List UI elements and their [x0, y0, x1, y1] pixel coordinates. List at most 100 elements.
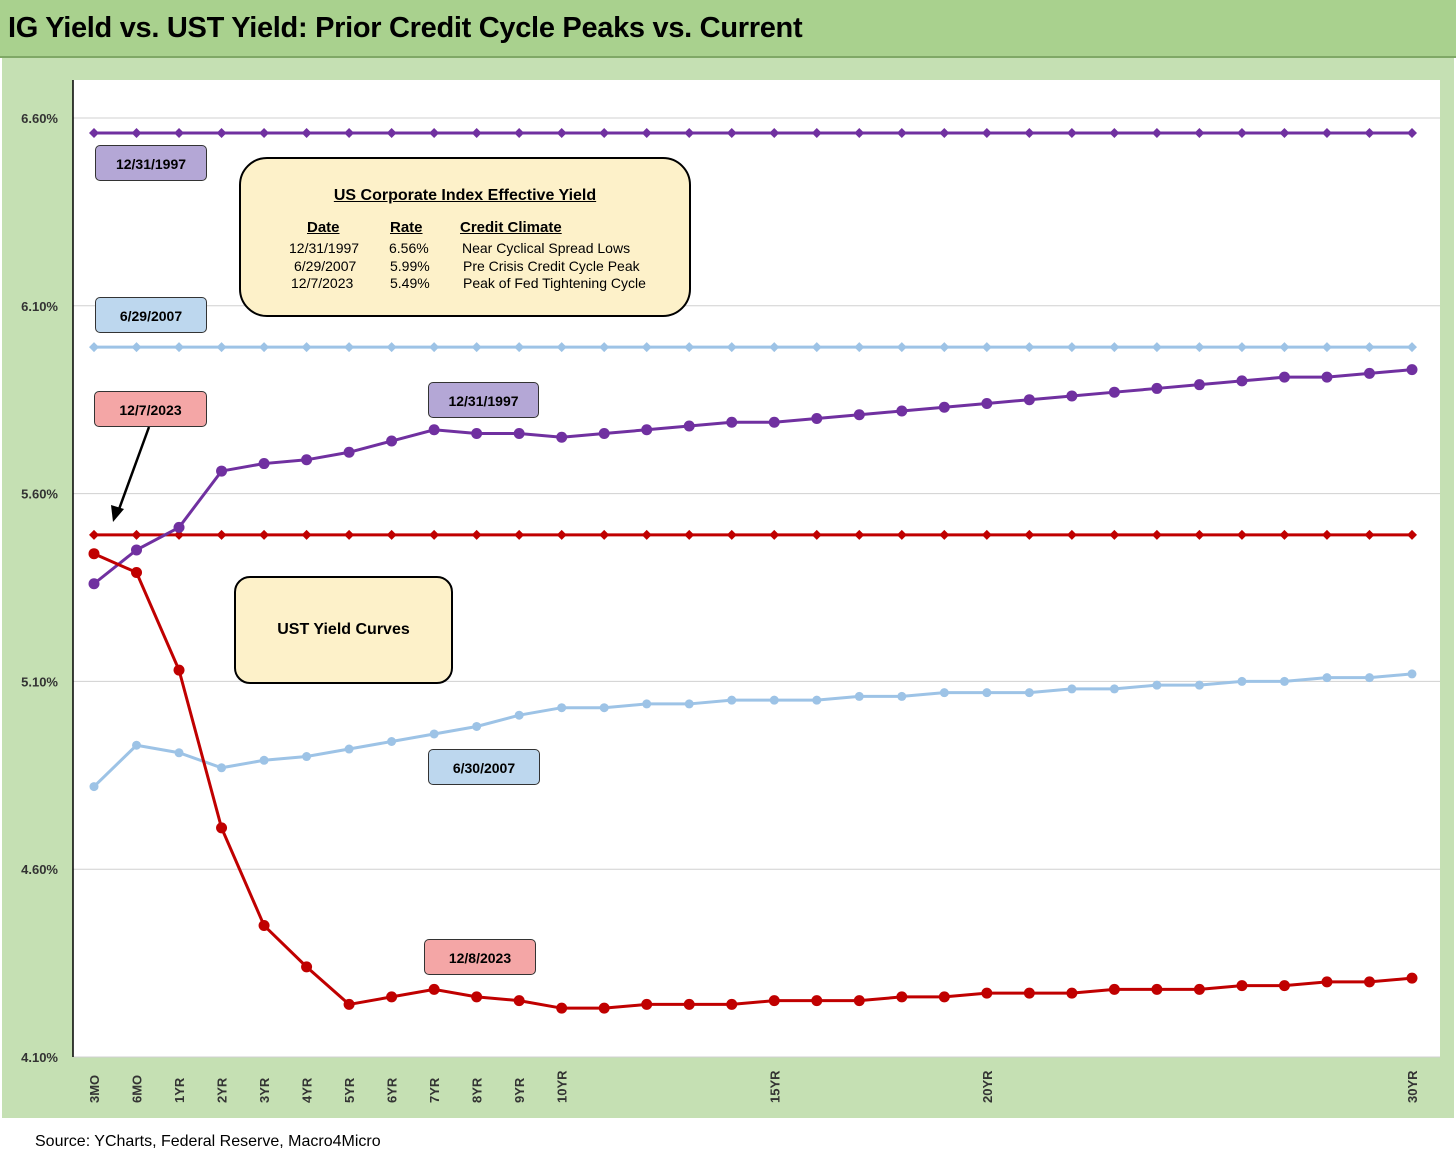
data-point-diamond — [89, 529, 99, 540]
data-point-circle — [853, 995, 865, 1007]
data-point-circle — [1193, 379, 1205, 391]
data-point-diamond — [896, 529, 907, 540]
data-point-diamond — [344, 128, 355, 139]
data-point-circle — [854, 691, 864, 701]
data-point-diamond — [939, 128, 950, 139]
data-point-circle — [1279, 676, 1289, 686]
data-point-diamond — [939, 529, 950, 540]
series-line-ust — [93, 552, 1413, 1010]
data-point-circle — [387, 736, 397, 746]
data-point-circle — [641, 998, 653, 1010]
data-point-circle — [1278, 980, 1290, 992]
data-point-circle — [1152, 680, 1162, 690]
data-point-circle — [131, 566, 143, 578]
data-point-circle — [938, 401, 950, 413]
data-point-diamond — [131, 529, 142, 540]
data-point-circle — [513, 995, 525, 1007]
data-point-circle — [1236, 375, 1248, 387]
data-point-diamond — [1279, 529, 1290, 540]
data-point-diamond — [216, 529, 227, 540]
row-date: 6/29/2007 — [294, 258, 357, 274]
data-point-circle — [386, 435, 398, 447]
data-point-circle — [982, 688, 992, 698]
data-point-diamond — [599, 342, 610, 353]
data-point-circle — [173, 664, 185, 676]
y-tick-label: 5.10% — [21, 674, 58, 689]
data-point-circle — [344, 744, 354, 754]
data-point-diamond — [386, 529, 397, 540]
data-point-diamond — [1407, 342, 1417, 353]
x-tick-label: 8YR — [470, 1077, 485, 1103]
data-point-circle — [1407, 669, 1417, 679]
data-point-circle — [1151, 983, 1163, 995]
data-point-circle — [1364, 673, 1374, 683]
label-ust-2023: 12/8/2023 — [424, 939, 536, 975]
data-point-circle — [768, 995, 780, 1007]
label-ig-1997: 12/31/1997 — [95, 145, 207, 181]
chart-title-bar: IG Yield vs. UST Yield: Prior Credit Cyc… — [0, 0, 1456, 58]
arrow-line — [116, 426, 151, 513]
data-point-circle — [897, 691, 907, 701]
data-point-diamond — [471, 342, 482, 353]
data-point-diamond — [1066, 529, 1077, 540]
data-point-diamond — [1236, 342, 1247, 353]
data-point-diamond — [1194, 342, 1205, 353]
data-point-circle — [132, 740, 142, 750]
data-point-diamond — [344, 529, 355, 540]
data-point-diamond — [854, 128, 865, 139]
data-point-circle — [853, 409, 865, 421]
data-point-circle — [939, 688, 949, 698]
data-point-circle — [428, 424, 440, 436]
data-point-diamond — [854, 529, 865, 540]
x-tick-label: 4YR — [300, 1077, 315, 1103]
data-point-circle — [1278, 371, 1290, 383]
data-point-circle — [216, 822, 228, 834]
data-point-diamond — [641, 128, 652, 139]
data-point-circle — [1321, 371, 1333, 383]
data-point-diamond — [514, 128, 525, 139]
data-point-diamond — [131, 342, 142, 353]
x-tick-label: 7YR — [427, 1077, 442, 1103]
data-point-diamond — [471, 128, 482, 139]
data-point-diamond — [1407, 529, 1417, 540]
data-point-circle — [301, 961, 313, 973]
x-tick-label: 3YR — [257, 1077, 272, 1103]
row-climate: Pre Crisis Credit Cycle Peak — [463, 258, 640, 274]
data-point-circle — [896, 991, 908, 1003]
data-point-diamond — [854, 342, 865, 353]
data-point-circle — [343, 446, 355, 458]
info-box: US Corporate Index Effective Yield Date … — [239, 157, 691, 317]
data-point-diamond — [1364, 529, 1375, 540]
data-point-diamond — [259, 128, 270, 139]
data-point-circle — [727, 695, 737, 705]
data-point-diamond — [174, 128, 185, 139]
data-point-circle — [513, 428, 525, 440]
data-point-diamond — [939, 342, 950, 353]
data-point-diamond — [726, 529, 737, 540]
data-point-circle — [683, 420, 695, 432]
row-rate: 5.49% — [390, 275, 430, 291]
data-point-diamond — [896, 128, 907, 139]
data-point-diamond — [216, 128, 227, 139]
arrow-head-icon — [111, 505, 124, 522]
data-point-diamond — [1109, 128, 1120, 139]
data-point-diamond — [769, 342, 780, 353]
data-point-circle — [1108, 386, 1120, 398]
data-point-diamond — [344, 342, 355, 353]
data-point-diamond — [1109, 342, 1120, 353]
row-climate: Peak of Fed Tightening Cycle — [463, 275, 646, 291]
col-climate: Credit Climate — [460, 219, 562, 236]
data-point-circle — [641, 424, 653, 436]
data-point-circle — [811, 412, 823, 424]
data-point-diamond — [1321, 529, 1332, 540]
data-point-circle — [981, 987, 993, 999]
data-point-circle — [683, 998, 695, 1010]
data-point-circle — [1067, 684, 1077, 694]
data-point-circle — [1066, 390, 1078, 402]
data-point-diamond — [1236, 128, 1247, 139]
data-point-diamond — [981, 342, 992, 353]
data-point-diamond — [1066, 342, 1077, 353]
data-point-diamond — [556, 529, 567, 540]
data-point-diamond — [174, 342, 185, 353]
data-point-diamond — [726, 128, 737, 139]
